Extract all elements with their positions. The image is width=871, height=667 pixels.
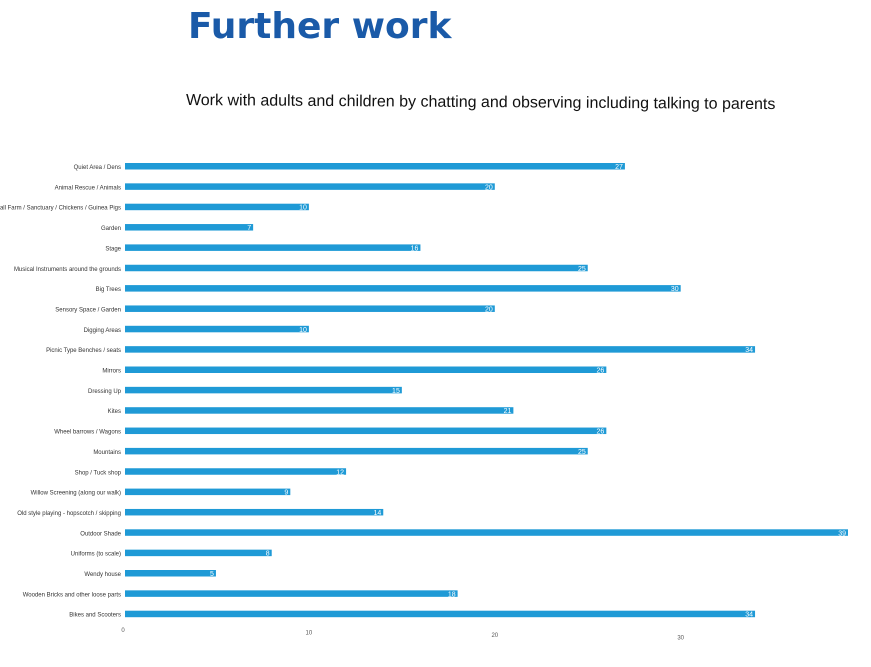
value-label-17: 14 <box>373 510 381 517</box>
value-label-19: 8 <box>266 551 270 558</box>
value-label-22: 34 <box>745 612 753 619</box>
bar-16 <box>125 488 291 496</box>
category-label-4: Stage <box>105 246 121 252</box>
x-tick-label-1: 10 <box>306 631 313 637</box>
bar-13 <box>125 427 607 435</box>
value-label-9: 34 <box>745 347 753 354</box>
category-label-3: Garden <box>101 226 121 232</box>
value-labels-group: 27 20 10 7 16 25 30 20 10 34 26 15 21 26 25 12 9 14 39 8 5 18… <box>210 164 846 619</box>
x-tick-label-0: 0 <box>121 628 125 634</box>
bar-10 <box>125 366 607 373</box>
value-label-7: 20 <box>485 306 493 313</box>
bar-8 <box>125 325 309 333</box>
category-label-20: Wendy house <box>84 572 121 578</box>
bar-3 <box>125 224 254 231</box>
value-label-8: 10 <box>299 327 307 334</box>
value-label-10: 26 <box>597 368 605 375</box>
bar-20 <box>125 570 216 577</box>
bar-21 <box>125 590 458 597</box>
value-label-1: 20 <box>485 184 493 191</box>
x-axis-ticks-group: 0 10 20 30 <box>121 628 684 642</box>
bar-0 <box>125 163 625 170</box>
category-label-0: Quiet Area / Dens <box>74 165 121 171</box>
bar-19 <box>125 549 272 557</box>
value-label-21: 18 <box>448 591 456 598</box>
value-label-11: 15 <box>392 388 400 395</box>
bar-12 <box>125 407 514 414</box>
value-label-4: 16 <box>411 245 419 252</box>
category-label-19: Uniforms (to scale) <box>71 552 121 558</box>
category-label-11: Dressing Up <box>88 389 122 395</box>
bar-7 <box>125 305 495 312</box>
category-label-13: Wheel barrows / Wagons <box>54 430 121 436</box>
category-label-15: Shop / Tuck shop <box>75 470 122 476</box>
chart-title: Further work <box>188 6 452 47</box>
value-label-0: 27 <box>615 164 623 171</box>
bar-6 <box>125 285 681 292</box>
value-label-15: 12 <box>336 469 344 476</box>
category-label-2: Small Farm / Sanctuary / Chickens / Guin… <box>0 206 121 212</box>
category-label-22: Bikes and Scooters <box>69 613 121 619</box>
category-label-6: Big Trees <box>96 287 121 293</box>
bar-4 <box>125 244 421 251</box>
value-label-12: 21 <box>504 408 512 415</box>
bar-5 <box>125 264 588 272</box>
value-label-3: 7 <box>247 225 251 232</box>
value-label-13: 26 <box>597 429 605 436</box>
value-label-6: 30 <box>671 286 679 293</box>
category-labels-group: Quiet Area / Dens Animal Rescue / Animals… <box>0 165 122 619</box>
category-label-5: Musical Instruments around the grounds <box>14 267 121 273</box>
category-label-8: Digging Areas <box>84 328 121 334</box>
category-label-18: Outdoor Shade <box>80 531 121 537</box>
category-label-1: Animal Rescue / Animals <box>55 185 121 191</box>
x-tick-label-2: 20 <box>491 633 498 639</box>
bar-17 <box>125 508 384 516</box>
category-label-12: Kites <box>108 409 121 415</box>
category-label-9: Picnic Type Benches / seats <box>46 348 121 354</box>
category-label-14: Mountains <box>93 450 121 456</box>
bar-18 <box>125 529 848 536</box>
bar-9 <box>125 346 756 353</box>
category-label-16: Willow Screening (along our walk) <box>31 491 121 497</box>
value-label-2: 10 <box>299 205 307 212</box>
value-label-18: 39 <box>838 530 846 537</box>
bar-2 <box>125 203 309 211</box>
value-label-5: 25 <box>578 266 586 273</box>
value-label-14: 25 <box>578 449 586 456</box>
bar-15 <box>125 468 347 475</box>
x-tick-label-3: 30 <box>677 636 684 642</box>
bar-14 <box>125 447 588 455</box>
category-label-21: Wooden Bricks and other loose parts <box>23 592 121 598</box>
category-label-7: Sensory Space / Garden <box>55 307 121 313</box>
bar-22 <box>125 610 756 618</box>
value-label-16: 9 <box>284 490 288 497</box>
bar-11 <box>125 386 402 394</box>
bar-1 <box>125 183 495 190</box>
category-label-10: Mirrors <box>102 369 121 375</box>
value-label-20: 5 <box>210 571 214 578</box>
bars-group <box>125 163 848 618</box>
category-label-17: Old style playing - hopscotch / skipping <box>17 511 121 517</box>
